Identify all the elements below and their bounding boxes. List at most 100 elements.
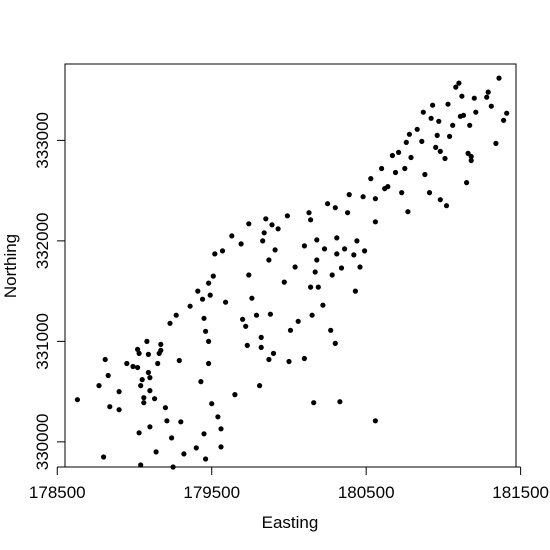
data-point-109 xyxy=(334,251,340,257)
data-point-55 xyxy=(212,251,218,257)
data-point-7 xyxy=(101,454,107,460)
data-point-153 xyxy=(450,122,456,128)
data-point-146 xyxy=(436,118,442,124)
data-point-159 xyxy=(464,180,470,186)
data-point-46 xyxy=(203,328,209,334)
data-point-115 xyxy=(351,252,357,258)
data-point-50 xyxy=(206,338,212,344)
data-point-82 xyxy=(272,247,278,253)
data-point-27 xyxy=(136,430,142,436)
data-point-8 xyxy=(124,360,130,367)
y-tick-label-0: 330000 xyxy=(33,414,52,471)
data-point-135 xyxy=(406,131,412,137)
data-point-0 xyxy=(74,397,80,403)
data-point-143 xyxy=(430,102,436,108)
data-point-119 xyxy=(360,194,366,200)
data-point-144 xyxy=(433,144,439,150)
data-point-75 xyxy=(261,230,267,236)
data-point-83 xyxy=(275,226,281,232)
data-point-72 xyxy=(258,334,264,340)
data-point-171 xyxy=(501,117,507,123)
data-point-125 xyxy=(379,165,385,172)
data-point-161 xyxy=(467,122,473,128)
data-point-170 xyxy=(496,75,502,81)
data-point-57 xyxy=(218,444,224,450)
data-point-41 xyxy=(193,445,199,451)
data-point-26 xyxy=(158,347,164,353)
data-point-23 xyxy=(155,360,161,367)
x-tick-label-1: 179500 xyxy=(183,483,240,502)
data-point-47 xyxy=(201,431,207,437)
data-point-113 xyxy=(345,210,351,216)
data-point-71 xyxy=(257,383,263,389)
data-point-140 xyxy=(422,171,428,178)
data-point-36 xyxy=(173,312,179,318)
data-point-163 xyxy=(468,157,474,164)
data-point-90 xyxy=(301,243,307,249)
data-point-25 xyxy=(158,341,164,347)
data-point-123 xyxy=(372,219,378,225)
data-point-74 xyxy=(260,238,266,244)
data-point-67 xyxy=(246,221,252,227)
data-point-30 xyxy=(153,449,159,455)
data-point-59 xyxy=(219,248,226,254)
data-point-65 xyxy=(243,323,249,329)
data-point-105 xyxy=(329,272,335,278)
data-point-28 xyxy=(138,462,144,468)
data-point-145 xyxy=(434,132,440,138)
data-point-162 xyxy=(468,153,474,160)
data-point-54 xyxy=(210,273,216,279)
data-point-100 xyxy=(315,284,321,290)
data-point-150 xyxy=(443,203,450,209)
data-point-1 xyxy=(96,383,102,389)
data-point-17 xyxy=(144,338,150,344)
data-point-11 xyxy=(135,364,141,371)
data-point-15 xyxy=(141,395,147,401)
data-point-117 xyxy=(354,238,360,244)
data-points xyxy=(74,75,510,470)
data-point-9 xyxy=(130,363,136,370)
data-point-116 xyxy=(352,288,358,294)
data-point-149 xyxy=(442,155,448,162)
data-point-131 xyxy=(399,190,405,196)
data-point-151 xyxy=(445,101,451,107)
data-point-167 xyxy=(485,89,491,95)
data-point-127 xyxy=(385,184,391,190)
data-point-155 xyxy=(456,80,462,86)
x-tick-label-2: 180500 xyxy=(338,483,395,502)
data-point-64 xyxy=(240,316,246,322)
data-point-33 xyxy=(167,320,173,326)
data-point-63 xyxy=(238,241,244,247)
data-point-132 xyxy=(402,165,408,172)
data-point-43 xyxy=(198,379,204,385)
data-point-114 xyxy=(346,192,352,198)
data-point-111 xyxy=(338,265,345,271)
data-point-16 xyxy=(141,400,147,406)
data-point-87 xyxy=(287,327,294,333)
data-point-165 xyxy=(473,109,479,115)
data-point-73 xyxy=(258,344,264,350)
data-point-136 xyxy=(408,154,414,161)
y-tick-label-2: 332000 xyxy=(33,213,52,270)
y-axis: 330000 331000 332000 333000 xyxy=(33,112,66,471)
data-point-129 xyxy=(392,169,399,176)
data-point-6 xyxy=(116,407,122,413)
data-point-37 xyxy=(176,357,182,364)
data-point-122 xyxy=(372,418,378,424)
data-point-68 xyxy=(246,272,252,278)
data-point-121 xyxy=(368,176,374,182)
data-point-84 xyxy=(281,279,287,285)
data-point-148 xyxy=(437,197,443,203)
x-tick-label-3: 181500 xyxy=(492,483,549,502)
data-point-102 xyxy=(321,246,328,252)
data-point-45 xyxy=(201,315,207,321)
data-point-172 xyxy=(504,110,510,116)
data-point-58 xyxy=(218,426,224,432)
data-point-39 xyxy=(181,451,187,457)
data-point-61 xyxy=(229,233,235,239)
data-point-38 xyxy=(178,419,184,425)
data-point-69 xyxy=(249,295,255,301)
data-point-99 xyxy=(314,257,320,263)
data-point-128 xyxy=(389,152,395,159)
